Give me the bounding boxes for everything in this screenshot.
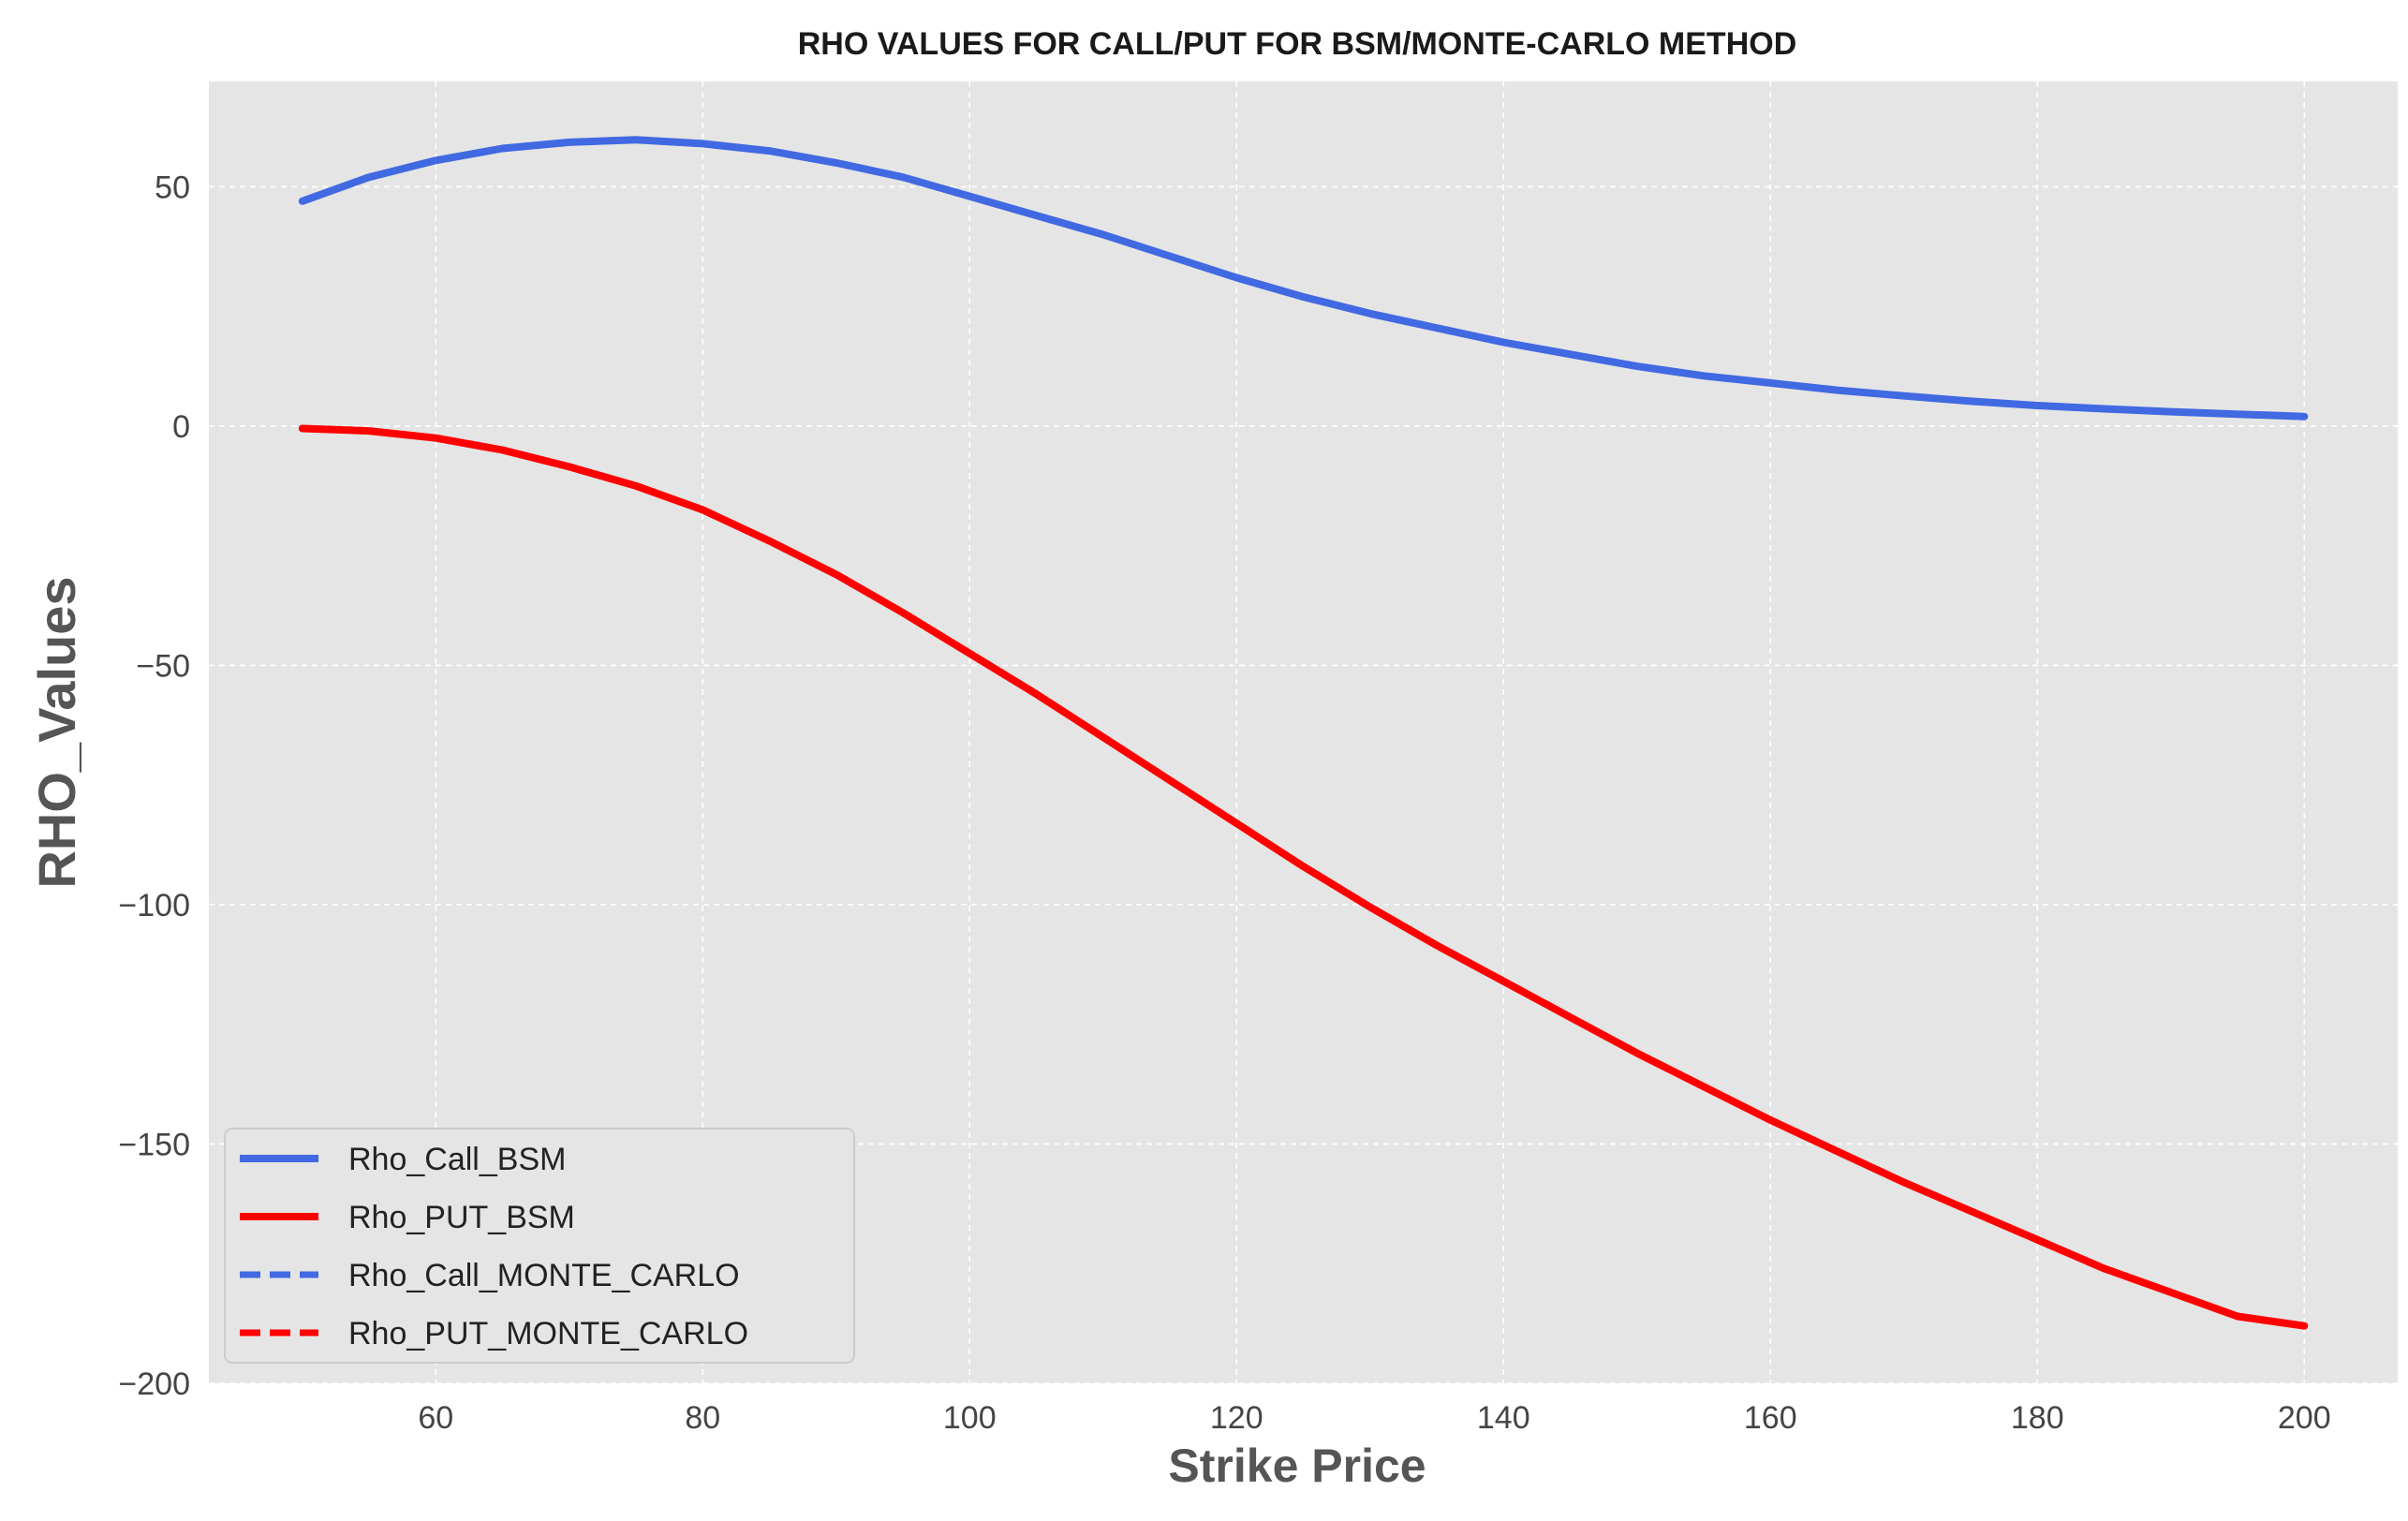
- legend-box: [224, 1128, 855, 1364]
- x-tick-label: 80: [685, 1400, 720, 1436]
- x-tick-labels: 60 80 100 120 140 160 180 200: [418, 1400, 2330, 1436]
- x-axis-label: Strike Price: [1168, 1440, 1426, 1492]
- y-tick-label: −50: [136, 648, 190, 684]
- y-tick-label: 0: [172, 409, 190, 445]
- series-line-rho-call-monte-carlo: [301, 137, 2305, 420]
- x-tick-label: 140: [1477, 1400, 1530, 1436]
- y-axis-label: RHO_Values: [27, 576, 86, 888]
- legend-label: Rho_PUT_MONTE_CARLO: [348, 1316, 748, 1351]
- y-tick-labels: 50 0 −50 −100 −150 −200: [118, 170, 190, 1402]
- x-tick-label: 200: [2278, 1400, 2331, 1436]
- legend-label: Rho_Call_MONTE_CARLO: [348, 1258, 740, 1293]
- x-tick-label: 120: [1210, 1400, 1263, 1436]
- x-tick-label: 180: [2011, 1400, 2064, 1436]
- series-layer: [298, 136, 2309, 1330]
- x-tick-label: 60: [418, 1400, 453, 1436]
- legend-label: Rho_PUT_BSM: [348, 1200, 575, 1235]
- x-tick-label: 160: [1744, 1400, 1797, 1436]
- x-tick-label: 100: [943, 1400, 997, 1436]
- grid: [209, 81, 2398, 1384]
- y-tick-label: −200: [118, 1366, 190, 1402]
- legend-items: Rho_Call_BSM Rho_PUT_BSM Rho_Call_MONTE_CA…: [240, 1142, 748, 1351]
- y-tick-label: 50: [155, 170, 190, 205]
- legend-label: Rho_Call_BSM: [348, 1142, 566, 1177]
- legend: Rho_Call_BSM Rho_PUT_BSM Rho_Call_MONTE_CA…: [224, 1128, 855, 1364]
- series-line-rho-put-monte-carlo: [302, 425, 2305, 1329]
- y-tick-label: −100: [118, 888, 190, 923]
- y-tick-label: −150: [118, 1127, 190, 1162]
- chart-title: RHO VALUES FOR CALL/PUT FOR BSM/MONTE-CA…: [798, 26, 1797, 62]
